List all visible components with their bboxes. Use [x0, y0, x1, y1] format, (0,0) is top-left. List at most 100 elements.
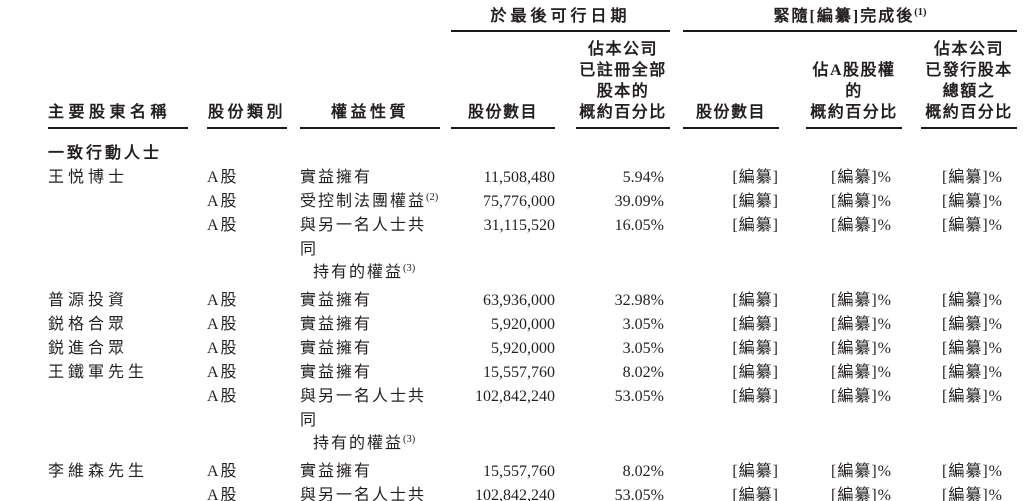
table-row: 王鐵軍先生 A股 實益擁有 15,557,760 8.02% [編纂] [編纂]… [48, 361, 1017, 385]
share-class: A股 [207, 316, 239, 333]
shares-count-post: [編纂] [732, 193, 779, 210]
nature-of-interest: 實益擁有 [300, 169, 373, 186]
pct-total-post: [編纂]% [942, 316, 1003, 333]
pct-total-post: [編纂]% [942, 340, 1003, 357]
share-class: A股 [207, 463, 239, 480]
nature-of-interest: 與另一名人士共同 持有的權益(3) [300, 487, 427, 501]
shares-count-post: [編纂] [732, 463, 779, 480]
nature-of-interest: 實益擁有 [300, 364, 373, 381]
nature-of-interest: 實益擁有 [300, 316, 373, 333]
pct-total-post: [編纂]% [942, 388, 1003, 405]
pct-a-share-post: [編纂]% [831, 487, 892, 501]
shares-count-current: 102,842,240 [475, 388, 555, 405]
pct-a-share-post: [編纂]% [831, 316, 892, 333]
nature-of-interest: 與另一名人士共同 持有的權益(3) [300, 388, 427, 452]
table-row: A股 與另一名人士共同 持有的權益(3) 31,115,520 16.05% [… [48, 214, 1017, 284]
shareholder-name: 王鐵軍先生 [48, 364, 149, 381]
shares-count-post: [編纂] [732, 316, 779, 333]
pct-current: 16.05% [614, 217, 664, 234]
footnote-1-ref: (1) [914, 7, 927, 18]
footnote-3-ref: (3) [403, 434, 416, 445]
shares-count-current: 102,842,240 [475, 487, 555, 501]
column-header-pct-a-share-post: 佔A股股權的 概約百分比 [806, 60, 902, 129]
nature-of-interest: 受控制法團權益(2) [300, 192, 439, 210]
pct-current: 8.02% [622, 364, 664, 381]
pct-total-post: [編纂]% [942, 169, 1003, 186]
shares-count-current: 63,936,000 [483, 292, 555, 309]
pct-a-share-post: [編纂]% [831, 340, 892, 357]
group-header-latest-practicable-date: 於最後可行日期 [451, 7, 670, 32]
shareholder-name: 李維森先生 [48, 463, 149, 480]
shares-count-post: [編纂] [732, 364, 779, 381]
column-header-nature-of-interest: 權益性質 [300, 102, 440, 129]
share-class: A股 [207, 193, 239, 210]
column-header-row: 主要股東名稱 股份類別 權益性質 股份數目 佔本公司 已註冊全部 股本的 概約百… [48, 39, 1017, 129]
table-row: 普源投資 A股 實益擁有 63,936,000 32.98% [編纂] [編纂]… [48, 289, 1017, 313]
shareholder-name: 王悦博士 [48, 169, 129, 186]
section-label: 一致行動人士 [48, 145, 163, 162]
table-row: 鋭進合眾 A股 實益擁有 5,920,000 3.05% [編纂] [編纂]% … [48, 337, 1017, 361]
shareholder-name: 鋭進合眾 [48, 340, 129, 357]
shares-count-current: 75,776,000 [483, 193, 555, 210]
shares-count-post: [編纂] [732, 388, 779, 405]
pct-a-share-post: [編纂]% [831, 388, 892, 405]
pct-a-share-post: [編纂]% [831, 364, 892, 381]
nature-of-interest: 實益擁有 [300, 292, 373, 309]
pct-total-post: [編纂]% [942, 487, 1003, 501]
shares-count-post: [編纂] [732, 169, 779, 186]
group-header-label: 緊隨[編纂]完成後 [773, 8, 915, 25]
footnote-3-ref: (3) [403, 263, 416, 274]
table-row: 王悦博士 A股 實益擁有 11,508,480 5.94% [編纂] [編纂]%… [48, 166, 1017, 190]
shareholder-name: 普源投資 [48, 292, 129, 309]
pct-total-post: [編纂]% [942, 292, 1003, 309]
pct-current: 8.02% [622, 463, 664, 480]
shares-count-current: 15,557,760 [483, 364, 555, 381]
column-header-shares-post: 股份數目 [683, 102, 779, 129]
shares-count-current: 5,920,000 [491, 340, 555, 357]
section-row-acting-in-concert: 一致行動人士 [48, 142, 1017, 166]
pct-a-share-post: [編纂]% [831, 292, 892, 309]
pct-total-post: [編纂]% [942, 217, 1003, 234]
pct-current: 39.09% [614, 193, 664, 210]
nature-of-interest: 實益擁有 [300, 340, 373, 357]
shares-count-post: [編纂] [732, 217, 779, 234]
table-row: A股 與另一名人士共同 持有的權益(3) 102,842,240 53.05% … [48, 484, 1017, 501]
pct-total-post: [編纂]% [942, 193, 1003, 210]
nature-of-interest: 實益擁有 [300, 463, 373, 480]
footnote-2-ref: (2) [426, 192, 439, 203]
group-header-row: 於最後可行日期 緊隨[編纂]完成後(1) [48, 7, 1017, 32]
pct-current: 53.05% [614, 388, 664, 405]
table-row: 鋭格合眾 A股 實益擁有 5,920,000 3.05% [編纂] [編纂]% … [48, 313, 1017, 337]
column-header-shareholder-name: 主要股東名稱 [48, 102, 188, 129]
pct-a-share-post: [編纂]% [831, 217, 892, 234]
pct-a-share-post: [編纂]% [831, 169, 892, 186]
nature-of-interest: 與另一名人士共同 持有的權益(3) [300, 217, 427, 281]
share-class: A股 [207, 169, 239, 186]
shares-count-post: [編纂] [732, 487, 779, 501]
share-class: A股 [207, 364, 239, 381]
shares-count-current: 15,557,760 [483, 463, 555, 480]
shares-count-post: [編纂] [732, 292, 779, 309]
pct-a-share-post: [編纂]% [831, 463, 892, 480]
column-header-pct-current: 佔本公司 已註冊全部 股本的 概約百分比 [576, 39, 670, 129]
pct-current: 3.05% [622, 340, 664, 357]
table-row: 李維森先生 A股 實益擁有 15,557,760 8.02% [編纂] [編纂]… [48, 460, 1017, 484]
pct-current: 53.05% [614, 487, 664, 501]
share-class: A股 [207, 292, 239, 309]
share-class: A股 [207, 217, 239, 234]
column-header-share-class: 股份類別 [207, 102, 287, 129]
pct-total-post: [編纂]% [942, 364, 1003, 381]
shares-count-current: 31,115,520 [483, 217, 555, 234]
column-header-shares-current: 股份數目 [451, 102, 555, 129]
shares-count-post: [編纂] [732, 340, 779, 357]
group-header-label: 於最後可行日期 [490, 8, 631, 25]
pct-current: 32.98% [614, 292, 664, 309]
table-row: A股 受控制法團權益(2) 75,776,000 39.09% [編纂] [編纂… [48, 190, 1017, 214]
shareholder-name: 鋭格合眾 [48, 316, 129, 333]
shares-count-current: 11,508,480 [483, 169, 555, 186]
group-header-post-completion: 緊隨[編纂]完成後(1) [683, 7, 1017, 32]
pct-total-post: [編纂]% [942, 463, 1003, 480]
pct-a-share-post: [編纂]% [831, 193, 892, 210]
pct-current: 3.05% [622, 316, 664, 333]
